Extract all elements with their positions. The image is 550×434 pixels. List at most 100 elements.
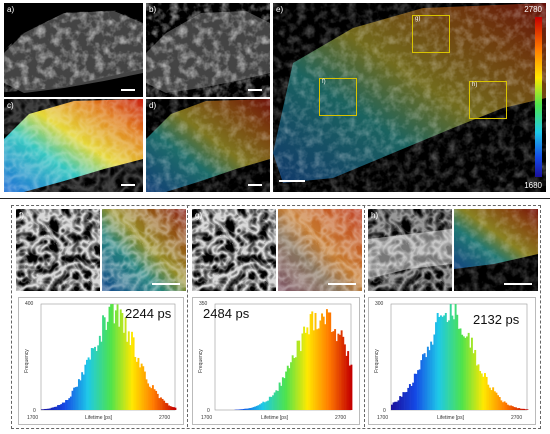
histogram-bar [45,408,48,410]
histogram-f-ymin: 0 [33,408,36,414]
histogram-bar [410,385,413,410]
histogram-bar [399,396,402,410]
histogram-bar [412,382,415,410]
histogram-bar [137,357,140,410]
histogram-bar [262,401,265,410]
histogram-bar [428,350,431,410]
histogram-bar [139,367,141,410]
histogram-bar [158,398,161,410]
histogram-bar [493,391,496,410]
histogram-bar [164,402,167,410]
histogram-bar [113,323,116,410]
histogram-bar [425,357,428,410]
histogram-bar [431,344,434,410]
histogram-bar [472,353,475,410]
histogram-bar [155,390,158,410]
histogram-bar [335,341,338,410]
histogram-bar [298,340,301,410]
histogram-bar [100,341,103,410]
section-divider [0,198,550,199]
histogram-bar [272,395,275,410]
histogram-bar [246,408,248,410]
histogram-bar [321,313,324,410]
histogram-bar [487,384,490,410]
histogram-bar [131,331,133,410]
histogram-bar [391,404,393,410]
colorbar-min-label: 1680 [524,181,542,190]
histogram-bar [84,364,87,410]
histogram-bar [95,351,98,410]
histogram-bar [68,398,71,410]
histogram-bar [484,373,486,410]
panel-a-label: a) [7,5,15,14]
histogram-bar [71,390,74,410]
histogram-bar [296,340,299,410]
histogram-bar [334,329,337,410]
histogram-bar [69,396,72,410]
histogram-f-ymax: 400 [25,301,34,307]
roi-h-intensity: h) [368,209,452,291]
histogram-bar [524,409,527,410]
histogram-bar [103,317,106,410]
histogram-bar [50,407,53,410]
histogram-bar [330,332,333,410]
histogram-bar [247,408,250,410]
histogram-bar [516,408,519,410]
panel-g-label: g) [195,211,203,220]
histogram-bar [345,355,348,410]
scale-bar [279,180,305,182]
histogram-bar [263,402,266,410]
histogram-bar [304,332,307,410]
histogram-g-xmin: 1700 [201,415,213,421]
histogram-bar [526,409,529,410]
histogram-bar [441,316,444,410]
histogram-bar [134,356,137,410]
histogram-bar [76,386,79,410]
histogram-bar [498,397,501,410]
histogram-bar [420,360,423,410]
scale-bar [248,89,262,91]
roi-g-intensity: g) [192,209,276,291]
frame-separator [364,205,365,427]
histogram-bar [510,405,513,410]
roi-g-label: g) [415,16,421,22]
histogram-bar [66,400,69,410]
histogram-bar [306,327,309,410]
histogram-g-bars [214,303,353,411]
panel-b-intensity-image: b) [146,3,270,97]
histogram-bar [57,405,59,410]
histogram-bar [470,337,473,410]
histogram-bar [55,406,58,410]
histogram-bar [342,336,345,410]
histogram-bar [312,330,315,410]
histogram-bar [270,396,273,410]
histogram-bar [169,406,172,410]
roi-h-lifetime [454,209,538,291]
panel-a-intensity-image: a) [4,3,143,97]
histogram-bar [464,337,467,410]
histogram-bar [61,402,64,410]
panel-d-merged-image: d) [146,99,270,192]
histogram-bar [317,328,320,410]
histogram-bar [86,359,88,410]
histogram-bar [480,373,483,410]
histogram-bar [143,371,146,410]
histogram-bar [98,335,101,410]
histogram-bar [249,408,252,410]
histogram-bar [102,315,105,410]
histogram-h: 2132 ps 300 0 1700 2700 Lifetime [ps] Fr… [368,297,536,425]
histogram-bar [461,334,464,410]
histogram-bar [135,361,138,410]
histogram-f-xmin: 1700 [27,415,39,421]
histogram-bar [436,312,439,410]
histogram-bar [309,314,312,410]
histogram-h-xlabel: Lifetime [ps] [437,415,464,421]
histogram-f-xlabel: Lifetime [ps] [85,415,112,421]
histogram-bar [438,316,441,410]
histogram-bar [519,408,522,410]
histogram-bar [150,388,153,410]
scale-bar [121,89,135,91]
histogram-bar [395,401,398,410]
histogram-bar [444,312,447,410]
histogram-bar [87,357,90,410]
